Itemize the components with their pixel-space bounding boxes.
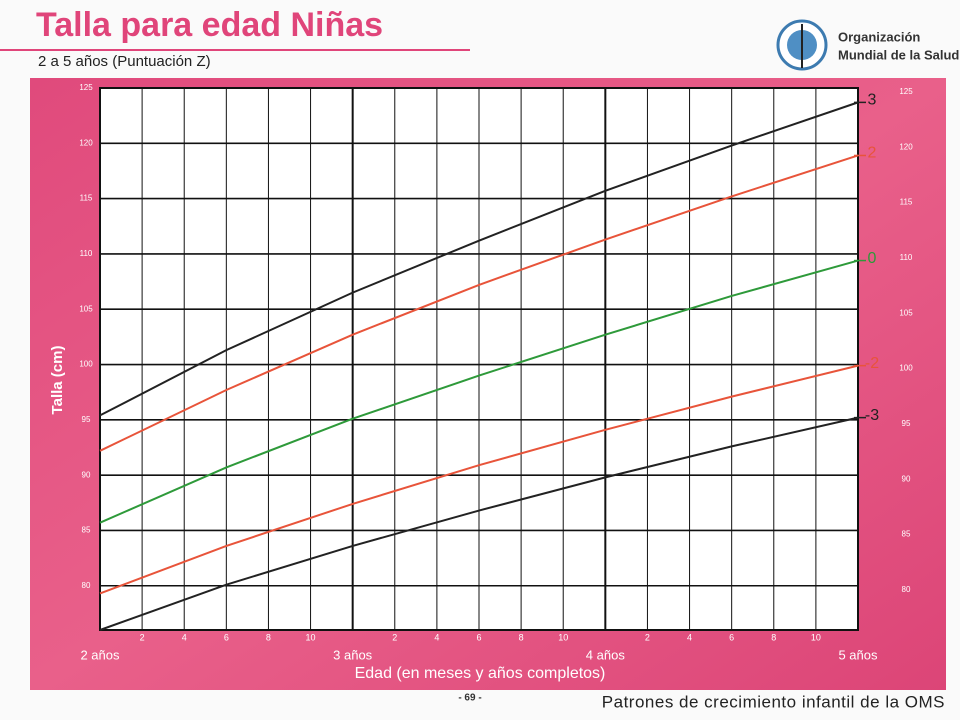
z-score-line xyxy=(99,154,859,452)
x-tick-label: 10 xyxy=(306,632,316,642)
x-tick-label: 6 xyxy=(729,632,734,642)
x-tick-label: 6 xyxy=(476,632,481,642)
z-score-line xyxy=(99,259,859,524)
y-tick-label: 85 xyxy=(902,530,911,539)
plot-border xyxy=(99,87,859,631)
y-tick-label: 85 xyxy=(82,526,91,535)
y-tick-label: 90 xyxy=(902,474,911,483)
org-name: Mundial de la Salud xyxy=(838,47,959,62)
x-tick-label: 4 xyxy=(687,632,692,642)
y-tick-label: 125 xyxy=(899,87,913,96)
y-tick-label: 125 xyxy=(79,83,93,92)
y-tick-label: 95 xyxy=(902,419,911,428)
x-tick-label: 2 xyxy=(140,632,145,642)
z-score-line xyxy=(99,101,859,417)
x-tick-label: 10 xyxy=(558,632,568,642)
x-tick-label: 2 años xyxy=(80,647,120,662)
y-tick-label: 105 xyxy=(899,308,913,317)
series-label: -2 xyxy=(865,355,879,372)
footer-text: Patrones de crecimiento infantil de la O… xyxy=(602,692,945,711)
y-tick-label: 105 xyxy=(79,304,93,313)
x-tick-label: 5 años xyxy=(838,647,878,662)
series-label: 3 xyxy=(868,92,877,109)
y-tick-label: 100 xyxy=(79,360,93,369)
grid: 2 años 2 4 6 8 10 3 años 2 4 6 8 10 4 años 2 4 6 8 10 5 añ… xyxy=(79,83,913,662)
y-tick-label: 100 xyxy=(899,364,913,373)
y-tick-label: 90 xyxy=(82,470,91,479)
y-tick-label: 95 xyxy=(82,415,91,424)
series-label: -3 xyxy=(865,407,879,424)
x-tick-label: 8 xyxy=(519,632,524,642)
x-tick-label: 4 xyxy=(434,632,439,642)
y-tick-label: 80 xyxy=(82,581,91,590)
plot: 3 2 0 -2 -3 xyxy=(99,92,879,631)
series-label: 0 xyxy=(868,250,877,267)
y-tick-label: 110 xyxy=(80,249,93,258)
x-tick-label: 6 xyxy=(224,632,229,642)
y-tick-label: 110 xyxy=(900,253,913,262)
x-tick-label: 2 xyxy=(645,632,650,642)
x-tick-label: 4 años xyxy=(586,647,626,662)
x-tick-label: 8 xyxy=(266,632,271,642)
x-tick-label: 4 xyxy=(182,632,187,642)
x-tick-label: 8 xyxy=(771,632,776,642)
title: Talla para edad Niñas xyxy=(36,6,383,44)
y-tick-label: 115 xyxy=(80,194,93,203)
x-axis-label: Edad (en meses y años completos) xyxy=(355,665,606,682)
who-logo xyxy=(776,19,828,71)
y-tick-label: 115 xyxy=(900,198,913,207)
page-number: - 69 - xyxy=(458,693,481,704)
org-name: Organización xyxy=(838,29,920,44)
y-tick-label: 120 xyxy=(899,142,913,151)
x-tick-label: 3 años xyxy=(333,647,373,662)
y-tick-label: 80 xyxy=(902,585,911,594)
x-tick-label: 2 xyxy=(392,632,397,642)
series-label: 2 xyxy=(868,145,877,162)
y-axis-label: Talla (cm) xyxy=(49,346,66,415)
y-tick-label: 120 xyxy=(79,138,93,147)
subtitle: 2 a 5 años (Puntuación Z) xyxy=(38,53,211,70)
z-score-line xyxy=(99,364,859,595)
z-score-line xyxy=(99,416,859,631)
x-tick-label: 10 xyxy=(811,632,821,642)
